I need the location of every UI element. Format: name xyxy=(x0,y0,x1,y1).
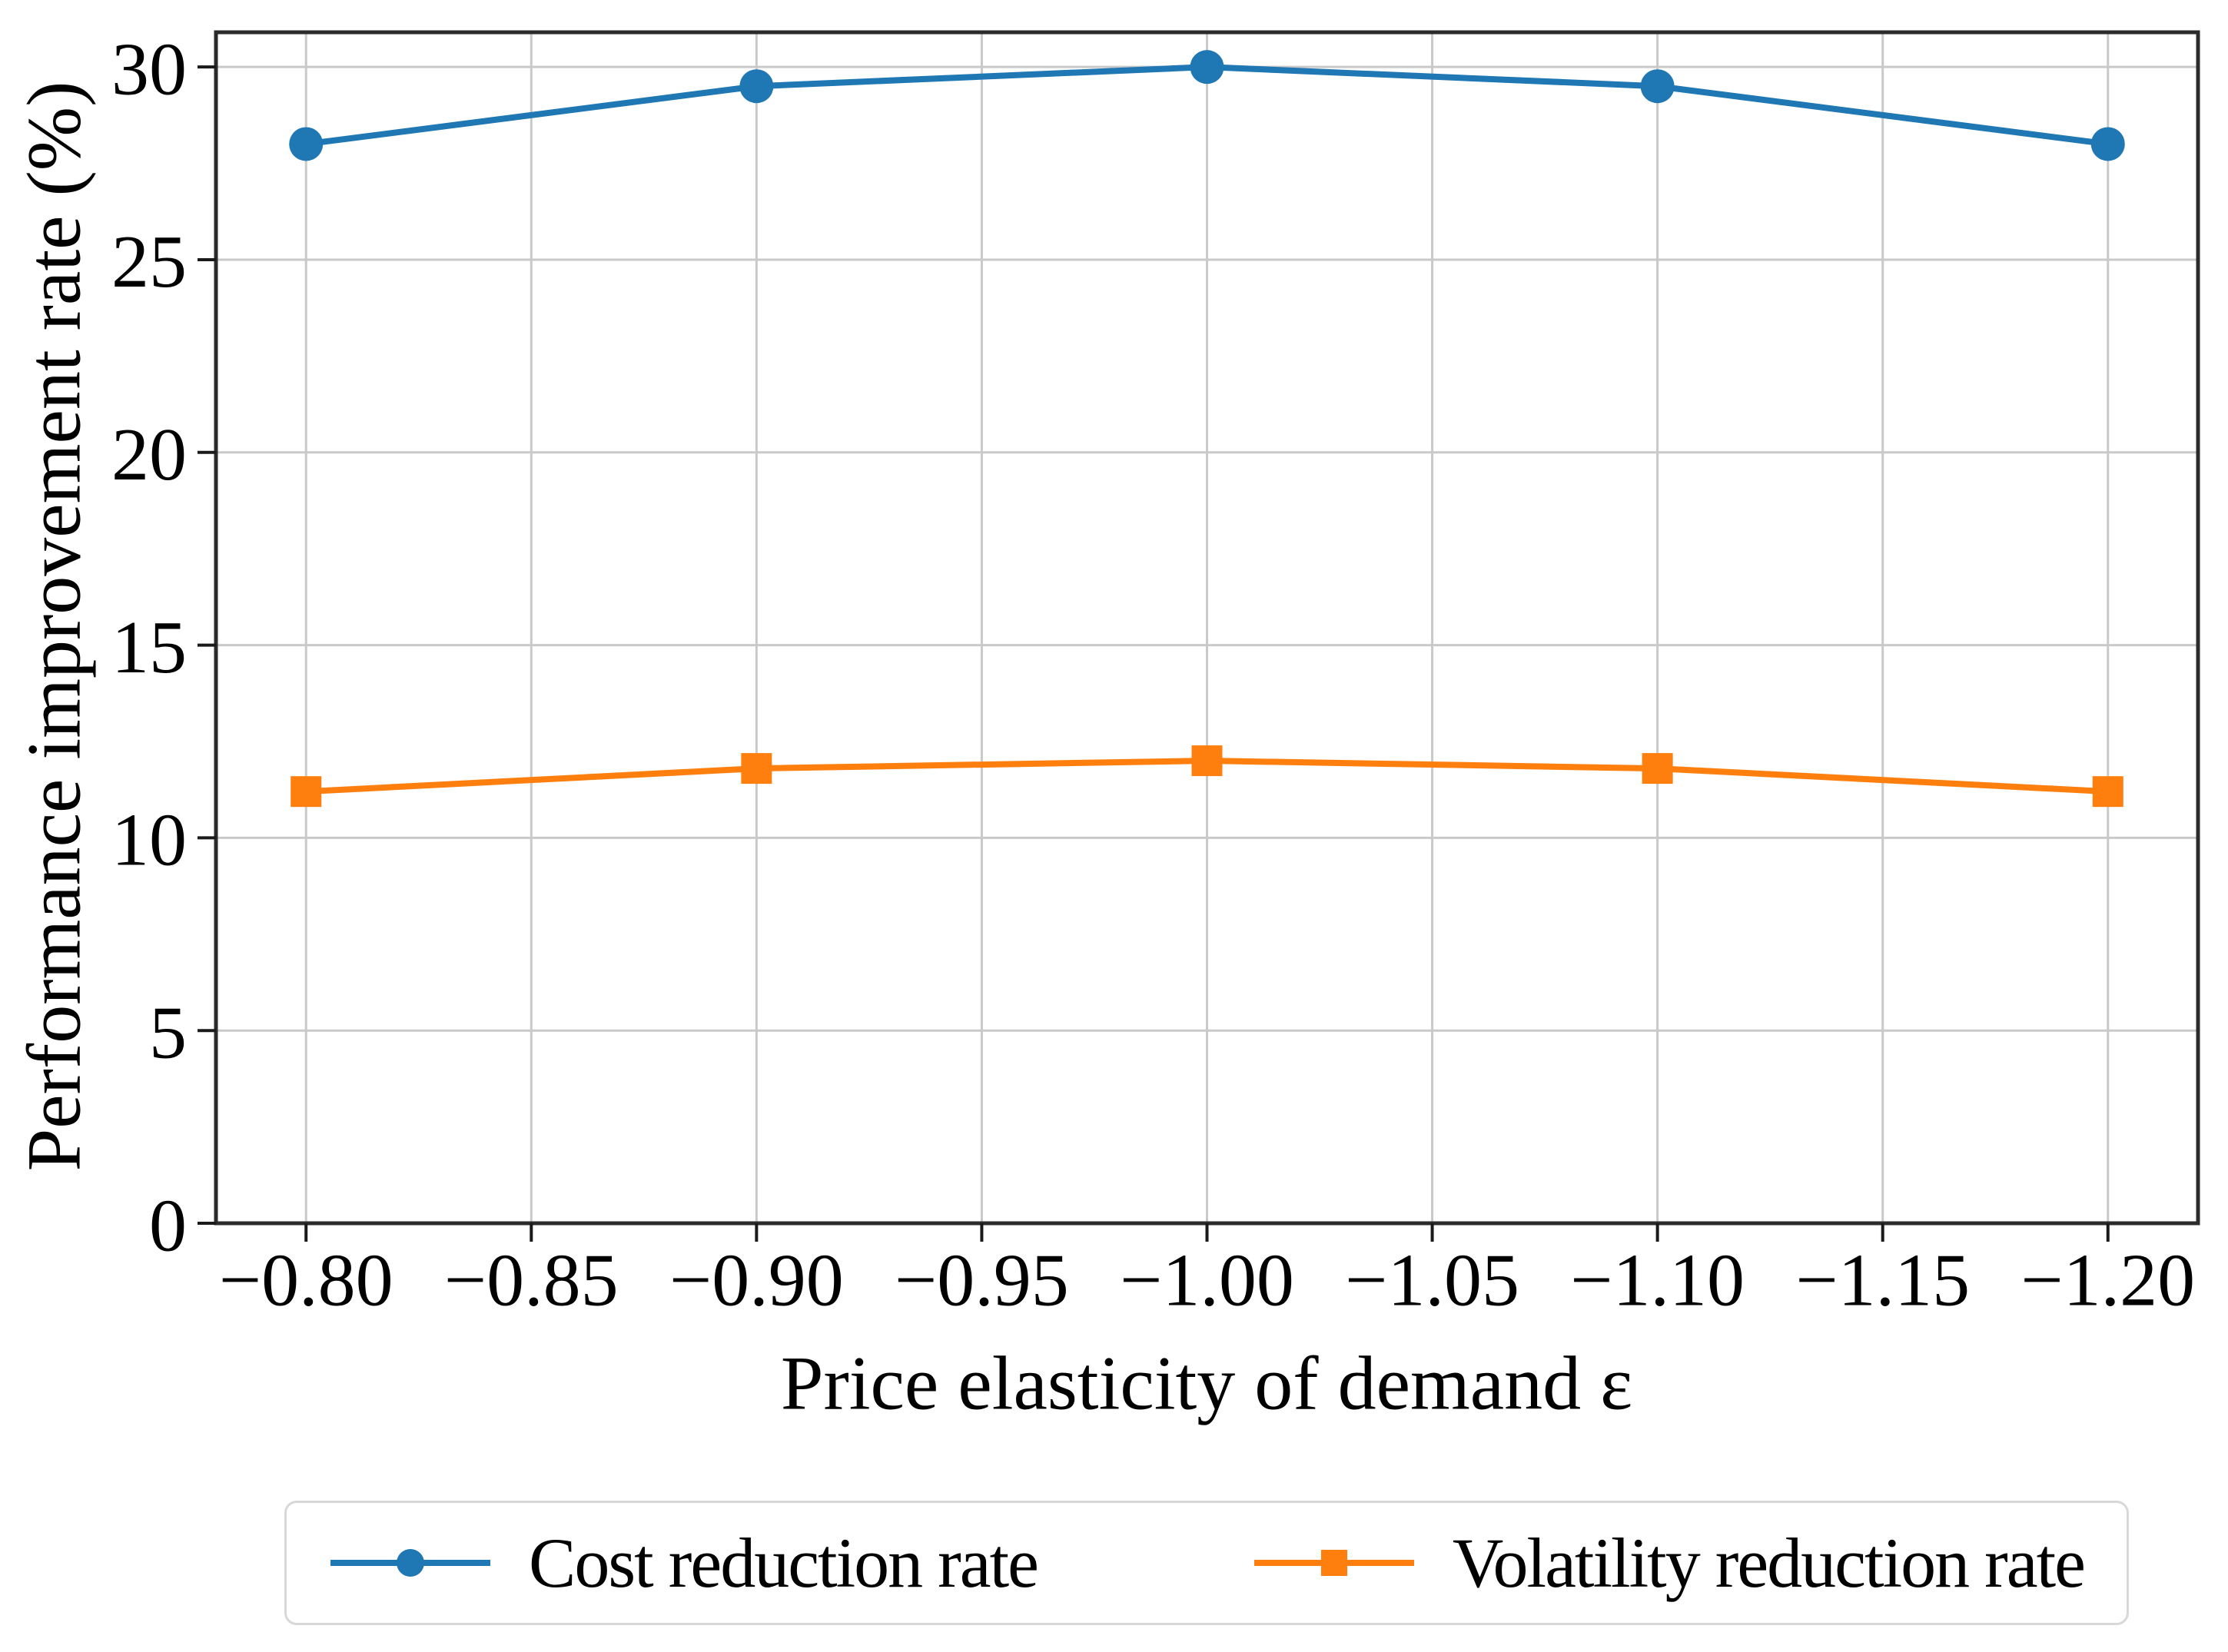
data-point-circle xyxy=(739,69,774,104)
legend-sample-line-square-icon xyxy=(1253,1550,1414,1576)
x-tick-label: −1.15 xyxy=(1795,1239,1970,1322)
x-tick-labels: −0.80 −0.85 −0.90 −0.95 −1.00 −1.05 −1.10 −1.15… xyxy=(219,1239,2195,1322)
y-tick-label: 20 xyxy=(111,413,187,496)
x-tick-label: −1.05 xyxy=(1345,1239,1519,1322)
x-tick-label: −1.00 xyxy=(1120,1239,1294,1322)
y-tick-label: 5 xyxy=(149,991,187,1074)
data-point-circle xyxy=(2090,127,2125,161)
data-point-square xyxy=(1642,753,1673,785)
legend-label: Volatility reduction rate xyxy=(1452,1524,2086,1602)
x-tick-label: −0.95 xyxy=(895,1239,1069,1322)
legend-entry-volatility-reduction: Volatility reduction rate xyxy=(1253,1522,2086,1604)
data-point-circle xyxy=(1190,50,1224,85)
x-tick-label: −0.85 xyxy=(444,1239,619,1322)
data-point-square xyxy=(2092,776,2123,808)
data-point-square xyxy=(291,776,322,808)
legend-label: Cost reduction rate xyxy=(529,1524,1039,1602)
series-circle xyxy=(289,50,2125,161)
y-tick-label: 10 xyxy=(111,799,187,882)
data-point-circle xyxy=(1640,69,1675,104)
y-tick-label: 30 xyxy=(111,28,187,111)
gridlines xyxy=(216,32,2198,1225)
tick-marks xyxy=(198,65,2110,1242)
x-tick-label: −1.20 xyxy=(2020,1239,2195,1322)
x-tick-label: −0.90 xyxy=(669,1239,844,1322)
legend-sample-line-circle-icon xyxy=(330,1549,490,1577)
y-tick-label: 15 xyxy=(111,606,187,689)
data-point-circle xyxy=(289,127,324,161)
data-point-square xyxy=(1191,745,1223,777)
legend: Cost reduction rate Volatility reduction… xyxy=(284,1501,2129,1625)
y-tick-label: 0 xyxy=(149,1184,187,1267)
y-tick-labels: 0 5 10 15 20 25 30 xyxy=(111,28,187,1267)
series-square xyxy=(291,745,2123,808)
x-tick-label: −1.10 xyxy=(1570,1239,1745,1322)
x-axis-title: Price elasticity of demand ε xyxy=(780,1340,1633,1426)
legend-entry-cost-reduction: Cost reduction rate xyxy=(329,1522,1039,1604)
y-tick-label: 25 xyxy=(111,221,187,304)
y-axis-title: Performance improvement rate (%) xyxy=(11,81,97,1172)
x-tick-label: −0.80 xyxy=(219,1239,393,1322)
data-point-square xyxy=(741,753,772,785)
